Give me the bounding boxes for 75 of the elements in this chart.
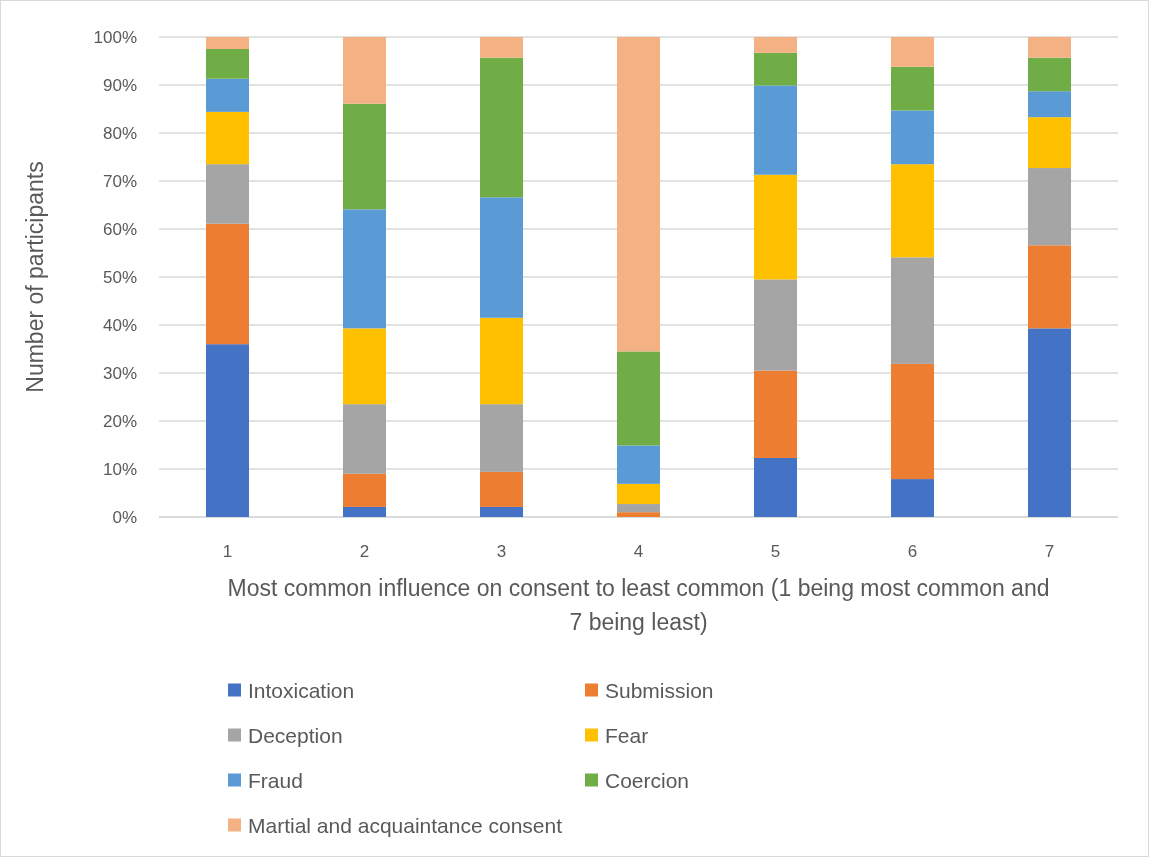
x-tick-label: 5 xyxy=(770,541,781,561)
legend-label: Submission xyxy=(605,678,714,702)
bar xyxy=(890,257,935,364)
bar xyxy=(1027,57,1072,92)
bar xyxy=(616,483,661,505)
bar xyxy=(479,197,524,318)
legend-label: Fear xyxy=(605,723,649,747)
y-tick-label: 70% xyxy=(102,171,137,191)
bar xyxy=(616,504,661,513)
bar xyxy=(205,49,250,79)
y-tick-label: 10% xyxy=(102,459,137,479)
y-tick-label: 60% xyxy=(102,219,137,239)
bar xyxy=(1027,91,1072,118)
y-tick-label: 80% xyxy=(102,123,137,143)
y-tick-label: 50% xyxy=(102,267,137,287)
x-tick-label: 7 xyxy=(1044,541,1055,561)
legend-label: Coercion xyxy=(605,768,690,792)
y-tick-label: 90% xyxy=(102,75,137,95)
x-tick-label: 3 xyxy=(496,541,507,561)
bar xyxy=(1027,168,1072,246)
bar xyxy=(479,317,524,405)
legend-label: Deception xyxy=(248,723,343,747)
bar xyxy=(205,78,250,112)
bar xyxy=(205,223,250,345)
bar xyxy=(342,209,387,329)
bar xyxy=(616,351,661,446)
bar xyxy=(1027,328,1072,517)
bar xyxy=(479,37,524,58)
bar xyxy=(753,457,798,517)
bar xyxy=(342,404,387,474)
bar xyxy=(205,164,250,224)
bar xyxy=(205,344,250,517)
x-tick-label: 1 xyxy=(222,541,233,561)
bar xyxy=(205,111,250,165)
bar xyxy=(342,506,387,517)
bar xyxy=(479,471,524,507)
bar xyxy=(1027,37,1072,58)
bar xyxy=(753,52,798,86)
bar xyxy=(753,85,798,175)
y-tick-label: 30% xyxy=(102,363,137,383)
bar xyxy=(890,66,935,111)
bar xyxy=(890,37,935,67)
bar xyxy=(616,37,661,352)
y-tick-label: 0% xyxy=(112,507,137,527)
x-tick-label: 6 xyxy=(907,541,918,561)
bar xyxy=(1027,245,1072,329)
bar xyxy=(479,404,524,472)
bar xyxy=(342,473,387,507)
bar xyxy=(205,37,250,49)
legend-label: Fraud xyxy=(248,768,303,792)
legend-label: Martial and acquaintance consent xyxy=(248,813,563,837)
bar xyxy=(753,37,798,53)
y-tick-label: 20% xyxy=(102,411,137,431)
bar xyxy=(479,506,524,517)
x-tick-label: 2 xyxy=(359,541,370,561)
bar xyxy=(616,512,661,517)
bar xyxy=(753,370,798,458)
bar xyxy=(1027,117,1072,169)
bar xyxy=(890,363,935,480)
bar xyxy=(342,37,387,104)
legend-label: Intoxication xyxy=(248,678,355,702)
bar xyxy=(342,328,387,405)
bar xyxy=(342,103,387,210)
bar xyxy=(616,445,661,484)
x-tick-label: 4 xyxy=(633,541,644,561)
bar xyxy=(890,164,935,258)
bar xyxy=(479,57,524,198)
bar xyxy=(890,110,935,165)
y-tick-label: 40% xyxy=(102,315,137,335)
bar xyxy=(753,279,798,371)
y-tick-label: 100% xyxy=(93,27,137,47)
y-axis-title: Number of participants xyxy=(22,161,48,393)
bar xyxy=(890,479,935,517)
bar xyxy=(753,174,798,280)
x-axis-title: Most common influence on consent to least common (1 being most common and 7 being least) xyxy=(227,575,1050,635)
